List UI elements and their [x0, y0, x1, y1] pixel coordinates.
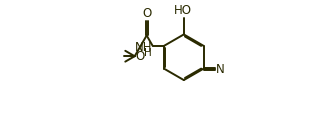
Text: N: N [216, 63, 225, 76]
Text: H: H [144, 48, 152, 58]
Text: NH: NH [135, 41, 152, 53]
Text: HO: HO [174, 4, 192, 17]
Text: O: O [135, 49, 144, 62]
Text: O: O [142, 7, 151, 20]
